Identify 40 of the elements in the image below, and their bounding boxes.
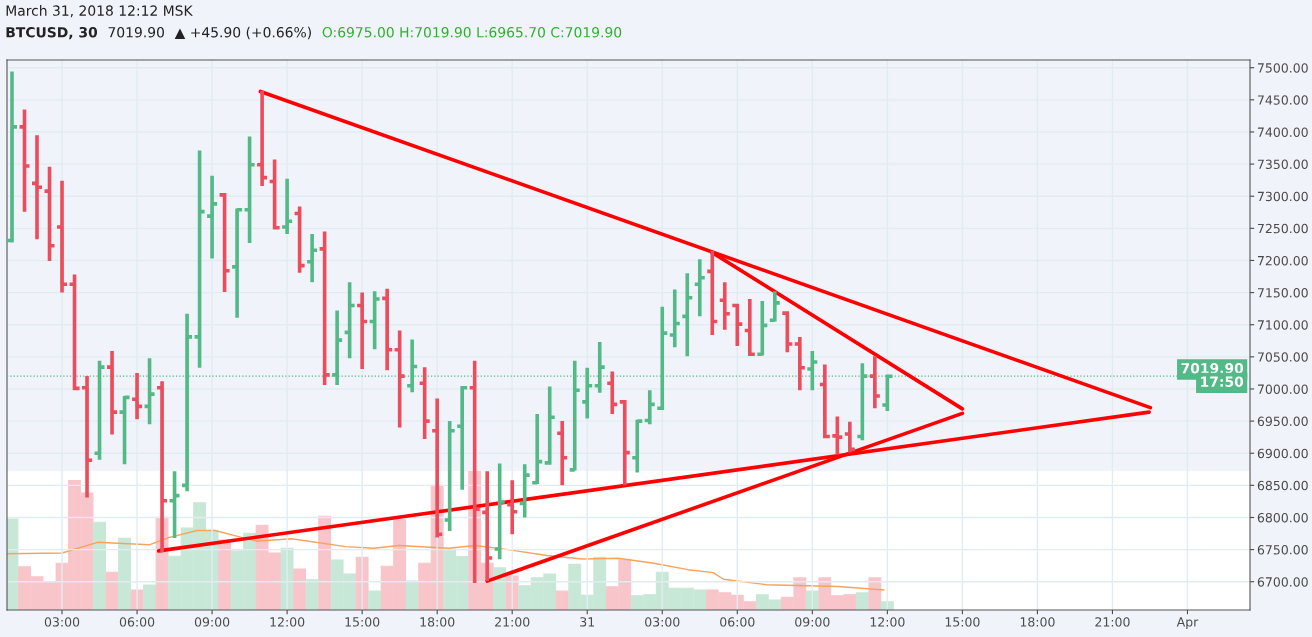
- x-tick-label: 12:00: [870, 617, 905, 627]
- y-tick-label: 7150.00: [1257, 288, 1308, 298]
- ref-line-label: 7019.90: [1181, 362, 1244, 374]
- x-tick-label: 03:00: [44, 617, 80, 627]
- y-tick-label: 6950.00: [1257, 416, 1308, 427]
- y-tick-label: 6850.00: [1257, 480, 1308, 491]
- x-tick-label: 15:00: [945, 617, 980, 627]
- x-tick-label: 12:00: [270, 617, 305, 627]
- x-tick-label: 09:00: [194, 617, 230, 627]
- annotation: 17:50: [1201, 376, 1244, 387]
- x-tick-label: 31: [580, 617, 595, 627]
- x-tick-label: 06:00: [720, 617, 755, 627]
- y-tick-label: 7050.00: [1257, 352, 1308, 362]
- x-tick-label: 09:00: [795, 617, 830, 627]
- text: 7019.90: [108, 27, 164, 38]
- text: ▲ +45.90 (+0.66%): [174, 26, 311, 40]
- y-tick-label: 6750.00: [1257, 545, 1308, 555]
- y-tick-label: 7500.00: [1257, 63, 1308, 73]
- x-tick-label: 06:00: [119, 617, 155, 627]
- x-tick-label: 15:00: [345, 617, 380, 627]
- y-tick-label: 7200.00: [1257, 255, 1308, 266]
- y-tick-label: 7000.00: [1257, 384, 1308, 394]
- y-tick-label: 6900.00: [1257, 448, 1308, 459]
- y-tick-label: 7100.00: [1257, 320, 1308, 330]
- x-tick-label: 03:00: [645, 617, 680, 627]
- x-tick-label: 18:00: [1020, 617, 1055, 627]
- text: O:6975.00 H:7019.90 L:6965.70 C:7019.90: [322, 27, 622, 38]
- y-tick-label: 6800.00: [1257, 512, 1308, 523]
- chart-title: BTCUSD, 30: [6, 27, 98, 40]
- y-tick-label: 6700.00: [1257, 577, 1308, 587]
- x-tick-label: 21:00: [1095, 617, 1130, 627]
- x-tick-label: 18:00: [420, 617, 455, 627]
- y-tick-label: 7250.00: [1257, 223, 1308, 234]
- chart-subtitle: March 31, 2018 12:12 MSK: [6, 5, 193, 18]
- y-tick-label: 7400.00: [1257, 127, 1308, 137]
- y-tick-label: 7350.00: [1257, 159, 1308, 170]
- x-tick-label: Apr: [1176, 617, 1199, 630]
- y-tick-label: 7300.00: [1257, 191, 1308, 202]
- x-tick-label: 21:00: [495, 617, 530, 627]
- y-tick-label: 7450.00: [1257, 95, 1308, 105]
